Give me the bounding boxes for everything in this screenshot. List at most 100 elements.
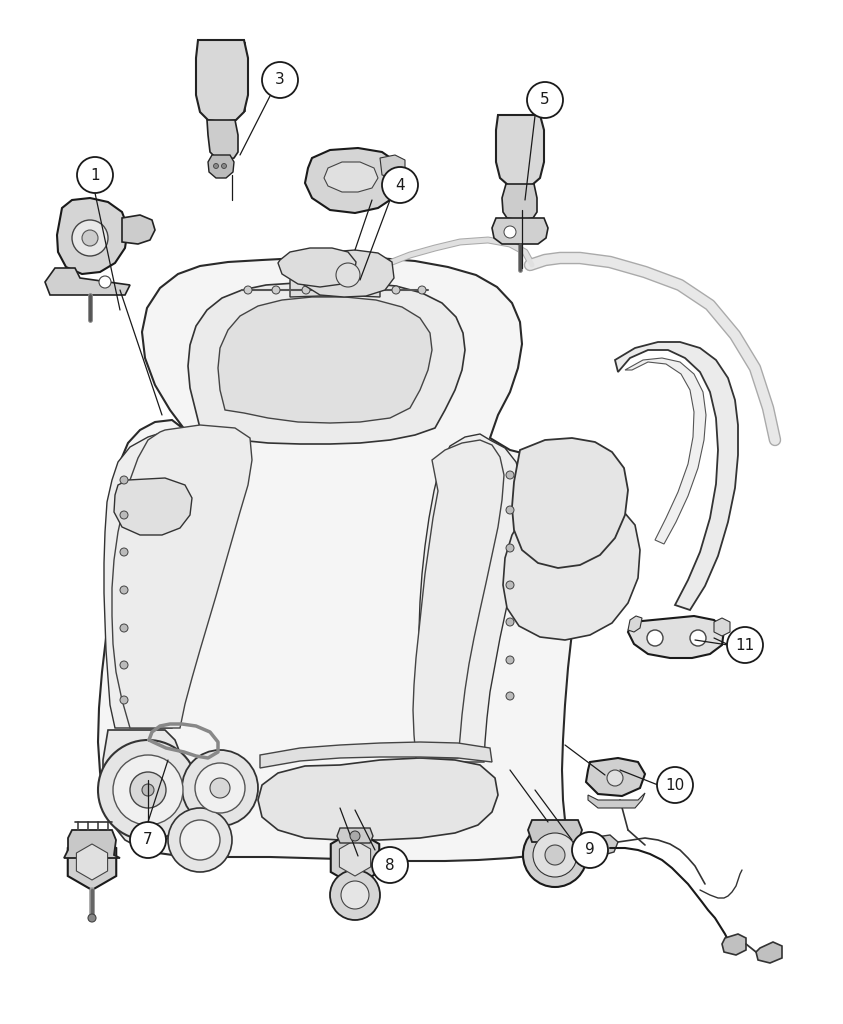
Circle shape	[336, 263, 360, 287]
Polygon shape	[413, 440, 504, 758]
Polygon shape	[207, 120, 238, 160]
Text: 10: 10	[665, 777, 685, 793]
Polygon shape	[503, 495, 640, 640]
Circle shape	[130, 772, 166, 808]
Polygon shape	[324, 162, 378, 193]
Circle shape	[120, 696, 128, 705]
Circle shape	[382, 167, 418, 203]
Polygon shape	[305, 148, 402, 213]
Polygon shape	[722, 934, 746, 955]
Circle shape	[527, 82, 563, 118]
Polygon shape	[122, 215, 155, 244]
Polygon shape	[502, 184, 537, 220]
Circle shape	[120, 624, 128, 632]
Circle shape	[506, 656, 514, 664]
Polygon shape	[98, 257, 580, 861]
Polygon shape	[67, 834, 116, 890]
Polygon shape	[188, 282, 465, 444]
Circle shape	[77, 157, 113, 193]
Polygon shape	[492, 218, 548, 244]
Bar	[500, 126, 540, 132]
Polygon shape	[290, 265, 380, 297]
Polygon shape	[625, 358, 706, 544]
Circle shape	[120, 511, 128, 519]
Circle shape	[372, 847, 408, 883]
Circle shape	[168, 808, 232, 872]
Polygon shape	[57, 198, 128, 274]
Polygon shape	[45, 268, 130, 295]
Bar	[200, 78, 245, 84]
Circle shape	[572, 831, 608, 868]
Circle shape	[533, 833, 577, 877]
Bar	[500, 162, 540, 168]
Text: 8: 8	[385, 857, 395, 872]
Circle shape	[180, 820, 220, 860]
Polygon shape	[218, 297, 432, 423]
Polygon shape	[258, 758, 498, 840]
Circle shape	[332, 286, 340, 294]
Circle shape	[506, 581, 514, 589]
Polygon shape	[380, 155, 405, 178]
Circle shape	[657, 767, 693, 803]
Polygon shape	[103, 730, 185, 848]
Polygon shape	[574, 835, 618, 856]
Polygon shape	[112, 425, 252, 728]
Polygon shape	[756, 942, 782, 963]
Bar	[200, 51, 245, 57]
Circle shape	[262, 62, 298, 98]
Polygon shape	[419, 434, 524, 762]
Circle shape	[302, 286, 310, 294]
Polygon shape	[114, 478, 192, 535]
Circle shape	[506, 506, 514, 514]
Polygon shape	[330, 830, 379, 886]
Circle shape	[99, 276, 111, 288]
Circle shape	[120, 548, 128, 556]
Polygon shape	[340, 840, 371, 876]
Polygon shape	[64, 830, 120, 858]
Text: 3: 3	[275, 73, 285, 87]
Circle shape	[330, 870, 380, 920]
Circle shape	[506, 618, 514, 626]
Circle shape	[647, 630, 663, 646]
Circle shape	[350, 831, 360, 841]
Polygon shape	[586, 758, 645, 796]
Circle shape	[210, 778, 230, 798]
Polygon shape	[628, 616, 724, 658]
Bar	[500, 117, 540, 123]
Circle shape	[213, 164, 218, 169]
Circle shape	[182, 750, 258, 826]
Circle shape	[113, 755, 183, 825]
Bar	[200, 60, 245, 66]
Circle shape	[523, 823, 587, 887]
Circle shape	[392, 286, 400, 294]
Circle shape	[142, 784, 154, 796]
Polygon shape	[260, 742, 492, 768]
Bar	[500, 171, 540, 177]
Text: 4: 4	[395, 177, 405, 193]
Polygon shape	[337, 828, 373, 843]
Polygon shape	[278, 248, 356, 287]
Bar	[200, 96, 245, 102]
Text: 7: 7	[143, 833, 153, 848]
Polygon shape	[528, 820, 582, 842]
Circle shape	[195, 763, 245, 813]
Circle shape	[506, 692, 514, 700]
Circle shape	[727, 627, 763, 663]
Circle shape	[72, 220, 108, 256]
Bar	[200, 105, 245, 111]
Circle shape	[120, 476, 128, 484]
Circle shape	[88, 914, 96, 922]
Polygon shape	[300, 250, 394, 297]
Polygon shape	[628, 616, 642, 632]
Bar	[200, 87, 245, 93]
Bar	[200, 42, 245, 48]
Polygon shape	[104, 430, 220, 728]
Circle shape	[244, 286, 252, 294]
Polygon shape	[496, 115, 544, 187]
Circle shape	[506, 544, 514, 552]
Circle shape	[272, 286, 280, 294]
Text: 5: 5	[540, 92, 550, 108]
Polygon shape	[77, 844, 108, 880]
Circle shape	[607, 770, 623, 786]
Text: 1: 1	[90, 168, 99, 182]
